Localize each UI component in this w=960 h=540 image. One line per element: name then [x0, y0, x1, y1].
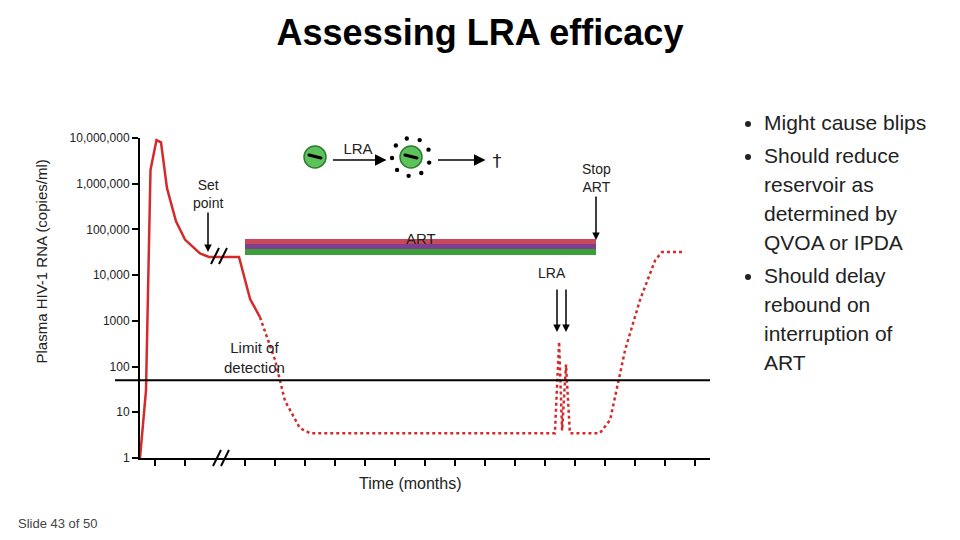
svg-text:100: 100: [110, 360, 130, 374]
svg-text:Time (months): Time (months): [359, 475, 462, 492]
html-text:QVOA or IPDA: QVOA or IPDA: [764, 231, 903, 254]
svg-text:1000: 1000: [103, 314, 130, 328]
svg-text:LRA: LRA: [538, 265, 566, 281]
svg-text:StopART: StopART: [582, 161, 611, 195]
html-text:Might cause blips: Might cause blips: [764, 111, 927, 134]
svg-text:10: 10: [116, 405, 130, 419]
svg-text:Plasma HIV-1 RNA (copies/ml): Plasma HIV-1 RNA (copies/ml): [33, 159, 50, 363]
svg-text:1: 1: [123, 451, 130, 465]
svg-text:Setpoint: Setpoint: [193, 177, 223, 211]
svg-text:ART: ART: [406, 230, 436, 247]
svg-text:Limit ofdetection: Limit ofdetection: [224, 339, 285, 376]
svg-text:LRA: LRA: [343, 140, 372, 157]
html-text:interruption of: interruption of: [764, 322, 893, 345]
html-text:rebound on: rebound on: [764, 293, 871, 316]
html-text:ART: ART: [764, 351, 806, 374]
svg-text:10,000,000: 10,000,000: [70, 131, 130, 145]
html-text:determined by: determined by: [764, 202, 898, 225]
svg-text:†: †: [493, 150, 502, 171]
html-text:Slide 43 of 50: Slide 43 of 50: [18, 516, 98, 531]
html-text:reservoir as: reservoir as: [764, 173, 874, 196]
svg-text:Assessing LRA efficacy: Assessing LRA efficacy: [277, 12, 684, 53]
svg-text:10,000: 10,000: [93, 268, 130, 282]
html-text:Should reduce: Should reduce: [764, 144, 900, 167]
html-text:Should delay: Should delay: [764, 264, 886, 287]
svg-text:1,000,000: 1,000,000: [76, 177, 130, 191]
svg-text:100,000: 100,000: [86, 223, 130, 237]
